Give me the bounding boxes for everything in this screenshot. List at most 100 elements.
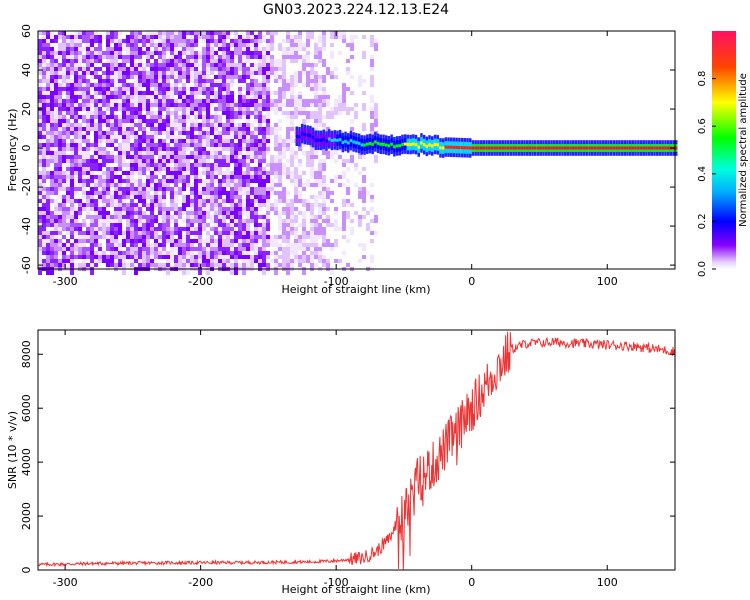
noise-cell (150, 151, 154, 155)
noise-cell (74, 103, 78, 107)
noise-cell (90, 75, 94, 79)
noise-cell (374, 155, 378, 163)
noise-cell (134, 255, 138, 259)
noise-cell (206, 267, 210, 275)
noise-cell (126, 231, 130, 239)
colorbar-scale (712, 31, 736, 269)
noise-cell (102, 131, 106, 135)
signal-band-core (664, 146, 667, 150)
noise-cell (166, 191, 170, 195)
noise-cell (206, 143, 210, 147)
noise-cell (266, 63, 270, 67)
noise-cell (162, 119, 166, 123)
noise-cell (238, 35, 242, 39)
noise-cell (138, 39, 142, 43)
noise-cell (90, 171, 94, 175)
noise-cell (282, 147, 286, 151)
signal-band-core (314, 138, 317, 142)
noise-cell (162, 255, 166, 259)
signal-band-core (656, 146, 659, 150)
noise-cell (254, 63, 258, 67)
noise-cell (222, 231, 226, 235)
noise-cell (70, 179, 74, 187)
noise-cell (150, 103, 154, 107)
noise-cell (250, 111, 254, 115)
noise-cell (298, 71, 302, 79)
noise-cell (286, 211, 290, 215)
noise-cell (174, 243, 178, 247)
signal-band-core (433, 142, 437, 146)
signal-band-core (501, 146, 504, 150)
noise-cell (318, 123, 322, 127)
noise-cell (230, 107, 234, 111)
noise-cell (318, 179, 322, 183)
noise-cell (110, 55, 114, 59)
noise-cell (114, 59, 118, 67)
noise-cell (238, 59, 242, 63)
noise-cell (46, 147, 50, 151)
noise-cell (138, 111, 142, 115)
noise-cell (306, 43, 310, 47)
signal-band-core (534, 146, 537, 150)
noise-cell (110, 47, 114, 51)
noise-cell (198, 175, 202, 179)
signal-band-core (628, 146, 632, 150)
noise-cell (42, 235, 46, 239)
noise-cell (202, 91, 206, 95)
noise-cell (214, 143, 218, 147)
noise-cell (66, 67, 70, 71)
noise-cell (106, 59, 110, 63)
noise-cell (106, 123, 110, 127)
noise-cell (38, 183, 42, 187)
signal-band-core (328, 137, 331, 141)
signal-band-core (471, 146, 475, 150)
noise-cell (198, 251, 202, 255)
noise-cell (122, 119, 126, 123)
signal-band-core (319, 138, 323, 142)
noise-cell (134, 247, 138, 251)
noise-cell (90, 35, 94, 39)
y-tick-label: -20 (20, 178, 33, 196)
noise-cell (314, 147, 318, 155)
noise-cell (358, 195, 362, 199)
noise-cell (230, 39, 234, 43)
noise-cell (266, 195, 270, 199)
noise-cell (290, 171, 294, 179)
noise-cell (126, 207, 130, 211)
noise-cell (166, 187, 170, 191)
noise-cell (142, 143, 146, 147)
noise-cell (318, 247, 322, 251)
noise-cell (246, 87, 250, 91)
noise-cell (194, 255, 198, 259)
y-tick-label: 0 (20, 567, 33, 574)
signal-band-core (295, 134, 298, 138)
noise-cell (74, 219, 78, 223)
noise-cell (42, 71, 46, 75)
noise-cell (310, 103, 314, 107)
noise-cell (38, 211, 42, 215)
noise-cell (234, 183, 238, 191)
noise-cell (290, 159, 294, 167)
noise-cell (142, 99, 146, 107)
noise-cell (318, 203, 322, 207)
noise-cell (102, 151, 106, 155)
noise-cell (50, 91, 54, 95)
noise-cell (158, 155, 162, 159)
noise-cell (50, 107, 54, 111)
noise-cell (182, 163, 186, 167)
noise-cell (182, 255, 186, 259)
noise-cell (158, 67, 162, 71)
noise-cell (70, 255, 74, 259)
noise-cell (58, 219, 62, 223)
noise-cell (146, 111, 150, 115)
noise-cell (82, 151, 86, 159)
noise-cell (218, 47, 222, 51)
noise-cell (222, 59, 226, 63)
noise-cell (158, 179, 162, 183)
noise-cell (182, 51, 186, 55)
noise-cell (70, 191, 74, 199)
noise-cell (58, 163, 62, 167)
noise-cell (258, 159, 262, 163)
noise-cell (210, 43, 214, 47)
noise-cell (114, 263, 118, 267)
